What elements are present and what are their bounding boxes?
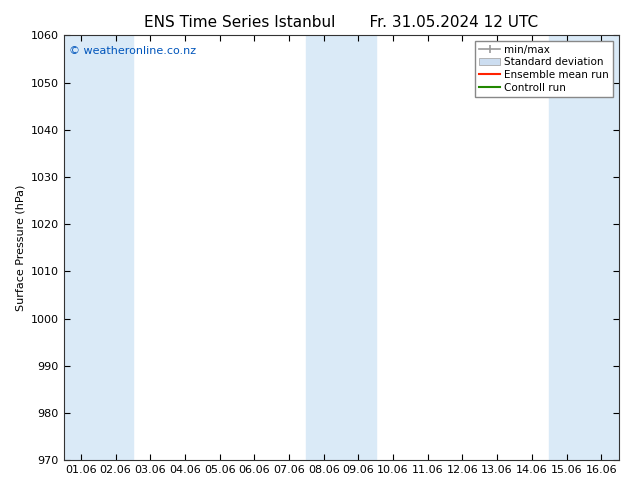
Y-axis label: Surface Pressure (hPa): Surface Pressure (hPa) [15, 185, 25, 311]
Bar [306, 35, 376, 460]
Text: © weatheronline.co.nz: © weatheronline.co.nz [69, 46, 196, 56]
Title: ENS Time Series Istanbul       Fr. 31.05.2024 12 UTC: ENS Time Series Istanbul Fr. 31.05.2024 … [144, 15, 538, 30]
Legend: min/max, Standard deviation, Ensemble mean run, Controll run: min/max, Standard deviation, Ensemble me… [476, 41, 613, 97]
Bar [549, 35, 619, 460]
Bar [63, 35, 133, 460]
